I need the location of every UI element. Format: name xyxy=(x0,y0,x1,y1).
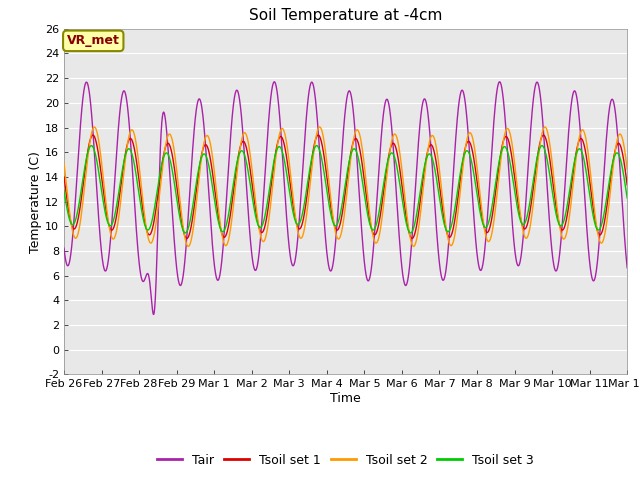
Title: Soil Temperature at -4cm: Soil Temperature at -4cm xyxy=(249,9,442,24)
Y-axis label: Temperature (C): Temperature (C) xyxy=(29,151,42,252)
Legend: Tair, Tsoil set 1, Tsoil set 2, Tsoil set 3: Tair, Tsoil set 1, Tsoil set 2, Tsoil se… xyxy=(152,449,540,472)
Text: VR_met: VR_met xyxy=(67,35,120,48)
X-axis label: Time: Time xyxy=(330,392,361,405)
